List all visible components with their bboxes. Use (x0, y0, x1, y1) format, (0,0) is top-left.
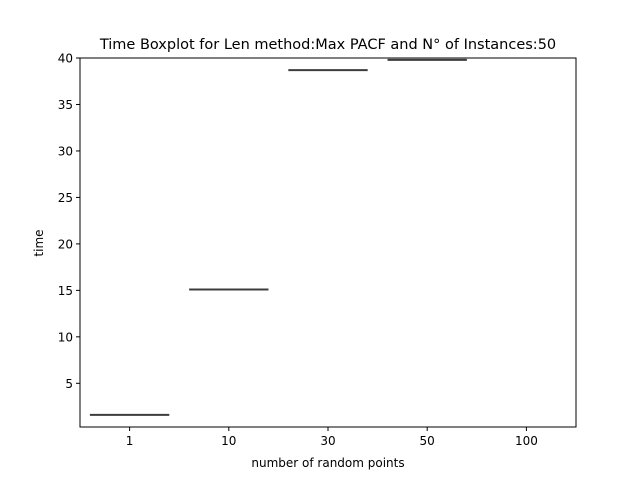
y-axis-label: time (32, 229, 46, 256)
y-tick-label: 10 (58, 330, 73, 344)
x-tick-label: 1 (126, 434, 134, 448)
y-axis-ticks: 5 10 15 20 25 30 35 40 (58, 52, 80, 391)
y-tick-label: 15 (58, 284, 73, 298)
y-tick-label: 20 (58, 237, 73, 251)
plot-frame (79, 57, 577, 428)
x-axis-ticks: 1 10 30 50 100 (126, 427, 538, 448)
x-tick-label: 30 (320, 434, 335, 448)
y-tick-label: 40 (58, 52, 73, 66)
x-tick-label: 50 (420, 434, 435, 448)
median-lines (89, 58, 467, 416)
y-tick-label: 25 (58, 191, 73, 205)
x-tick-label: 100 (515, 434, 538, 448)
y-tick-label: 30 (58, 144, 73, 158)
x-tick-label: 10 (221, 434, 236, 448)
y-tick-label: 35 (58, 98, 73, 112)
chart-title: Time Boxplot for Len method:Max PACF and… (99, 37, 556, 53)
y-tick-label: 5 (65, 377, 73, 391)
x-axis-label: number of random points (251, 456, 404, 470)
